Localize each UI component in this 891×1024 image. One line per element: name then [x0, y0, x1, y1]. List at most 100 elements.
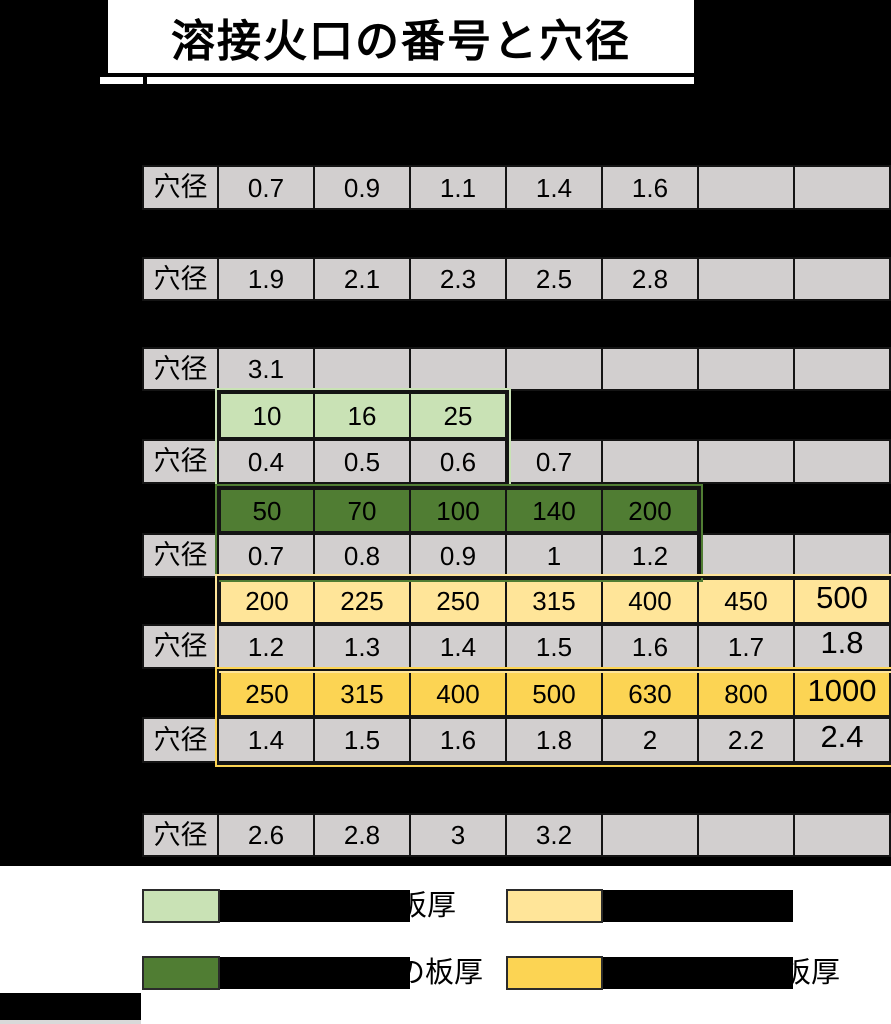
- table-cell: 1: [505, 533, 603, 578]
- table-cell: [793, 813, 891, 857]
- table-cell: [601, 347, 699, 391]
- table-cell: [793, 439, 891, 484]
- table-cell: 1.3: [313, 624, 411, 669]
- table-cell: 1.8: [505, 717, 603, 763]
- cell-value: 10: [252, 400, 282, 431]
- header-cell: 800: [697, 671, 795, 717]
- cell-value: 500: [816, 579, 868, 615]
- cell-value: 1: [546, 540, 562, 571]
- header-cell: 450: [697, 578, 795, 624]
- band-header-row: 50 70 100 140 200: [219, 488, 699, 533]
- table-row: 穴径 3.1: [142, 347, 891, 391]
- table-cell: 1.1: [409, 165, 507, 210]
- table-cell: [697, 165, 795, 210]
- redaction-box: [0, 993, 141, 1020]
- row-label: 穴径: [142, 165, 219, 210]
- cell-value: 70: [347, 495, 377, 526]
- cell-value: 0.7: [535, 446, 573, 477]
- table-cell: [601, 813, 699, 857]
- cell-value: 2.2: [727, 725, 765, 755]
- header-cell: 25: [409, 392, 507, 439]
- cell-value: 0.7: [247, 540, 285, 571]
- cell-value: 1.1: [439, 172, 477, 203]
- table-cell: 1.9: [217, 257, 315, 301]
- table-cell: 1.8: [793, 624, 891, 669]
- cell-value: 1.5: [535, 631, 573, 662]
- header-cell: 400: [409, 671, 507, 717]
- table-cell: [505, 347, 603, 391]
- legend-gold-redaction-bar: [603, 957, 793, 989]
- cell-value: 1.8: [820, 625, 864, 660]
- table-cell: 0.4: [217, 439, 315, 484]
- table-cell: [313, 347, 411, 391]
- table-row: 穴径 0.4 0.5 0.6 0.7: [142, 439, 891, 484]
- cell-value: 800: [724, 679, 768, 709]
- header-cell: 10: [219, 392, 315, 439]
- header-cell: 200: [601, 488, 699, 533]
- header-cell: 400: [601, 578, 699, 624]
- table-cell: 1.5: [505, 624, 603, 669]
- table-cell: 1.2: [601, 533, 699, 578]
- row-label: 穴径: [142, 624, 219, 669]
- table-cell: 0.5: [313, 439, 411, 484]
- table-cell: [793, 533, 891, 578]
- table-cell: 2.2: [697, 717, 795, 763]
- cell-value: 400: [436, 679, 480, 709]
- header-cell: 500: [505, 671, 603, 717]
- header-cell: 70: [313, 488, 411, 533]
- table-cell: 1.4: [217, 717, 315, 763]
- table-cell: 2.8: [313, 813, 411, 857]
- header-cell: 225: [313, 578, 411, 624]
- cell-value: 315: [532, 586, 576, 616]
- cell-value: 2.5: [535, 264, 573, 294]
- table-cell: 2.6: [217, 813, 315, 857]
- table-cell: 1.7: [697, 624, 795, 669]
- cell-value: 3: [450, 820, 466, 850]
- table-cell: [793, 165, 891, 210]
- cell-value: 1.3: [343, 631, 381, 662]
- cell-value: 1.7: [727, 631, 765, 662]
- table-cell: 2.5: [505, 257, 603, 301]
- cell-value: 1.4: [535, 172, 573, 203]
- cell-value: 1.4: [247, 725, 285, 755]
- table-row: 穴径 1.9 2.1 2.3 2.5 2.8: [142, 257, 891, 301]
- row-label: 穴径: [142, 439, 219, 484]
- legend-light-yellow-redaction-bar: [603, 890, 793, 922]
- table-cell: [601, 439, 699, 484]
- cell-value: 1.5: [343, 725, 381, 755]
- cell-value: 0.8: [343, 540, 381, 571]
- cell-value: 3.2: [535, 820, 573, 850]
- table-cell: 2.1: [313, 257, 411, 301]
- table-cell: 1.6: [601, 624, 699, 669]
- title-box: 溶接火口の番号と穴径: [108, 0, 694, 73]
- cell-value: 2.6: [247, 820, 285, 850]
- row-label: 穴径: [142, 533, 219, 578]
- page-title: 溶接火口の番号と穴径: [171, 16, 631, 66]
- table-cell: 1.5: [313, 717, 411, 763]
- header-cell: 200: [219, 578, 315, 624]
- cell-value: 2.8: [343, 820, 381, 850]
- table-cell: 3: [409, 813, 507, 857]
- table-cell: [793, 257, 891, 301]
- table-cell: [793, 347, 891, 391]
- table-cell: [697, 439, 795, 484]
- cell-value: 2.3: [439, 264, 477, 294]
- band-header-row: 10 16 25: [219, 392, 507, 439]
- legend-light-green-swatch: [142, 889, 220, 923]
- cell-value: 1.6: [631, 172, 669, 203]
- header-cell: 630: [601, 671, 699, 717]
- cell-value: 16: [347, 400, 377, 431]
- table-cell: 3.2: [505, 813, 603, 857]
- legend-light-yellow-swatch: [506, 889, 603, 923]
- redacted-header-strip: [100, 77, 694, 84]
- header-cell: 315: [313, 671, 411, 717]
- table-cell: [697, 813, 795, 857]
- cell-value: 250: [436, 586, 480, 616]
- cell-value: 200: [245, 586, 289, 616]
- table-cell: [697, 533, 795, 578]
- cell-value: 0.6: [439, 446, 477, 477]
- table-cell: [697, 347, 795, 391]
- header-cell: 50: [219, 488, 315, 533]
- table-cell: 0.7: [505, 439, 603, 484]
- table-cell: 1.4: [409, 624, 507, 669]
